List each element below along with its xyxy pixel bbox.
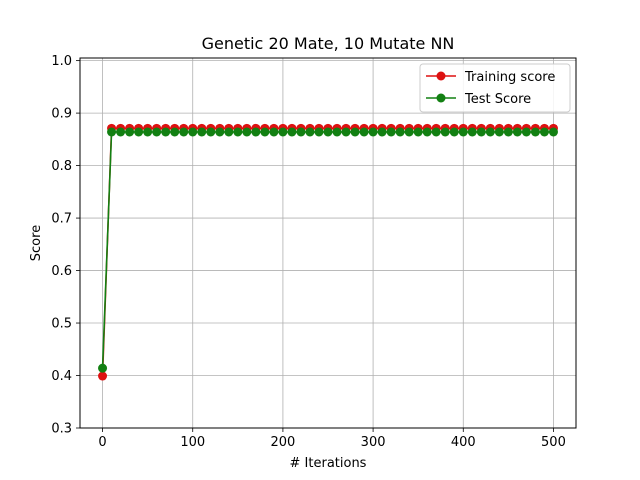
data-point-test xyxy=(395,127,405,137)
data-point-test xyxy=(458,127,468,137)
y-tick-label: 0.8 xyxy=(51,159,72,174)
series-test xyxy=(98,127,558,373)
legend: Training score Test Score xyxy=(419,63,571,113)
data-point-test xyxy=(332,127,342,137)
plot-frame xyxy=(79,57,577,429)
data-point-test xyxy=(521,127,531,137)
y-tick-label: 0.6 xyxy=(51,264,72,279)
grid xyxy=(80,58,576,429)
data-point-test xyxy=(188,127,198,137)
data-point-test xyxy=(440,127,450,137)
series-layer xyxy=(98,123,558,381)
data-point-test xyxy=(503,127,513,137)
data-point-test xyxy=(233,127,243,137)
data-point-test xyxy=(449,127,459,137)
data-point-test xyxy=(143,127,153,137)
data-point-test xyxy=(485,127,495,137)
data-point-test xyxy=(242,127,252,137)
data-point-test xyxy=(467,127,477,137)
data-point-test xyxy=(134,127,144,137)
data-point-training xyxy=(98,371,108,381)
data-point-test xyxy=(215,127,225,137)
data-point-test xyxy=(494,127,504,137)
data-point-test xyxy=(431,127,441,137)
y-tick-label: 0.7 xyxy=(51,212,72,227)
data-point-test xyxy=(98,363,108,373)
data-point-test xyxy=(296,127,306,137)
x-tick-label: 500 xyxy=(541,435,566,450)
data-point-test xyxy=(260,127,270,137)
x-tick-label: 0 xyxy=(98,435,106,450)
ticks: 0 100 200 300 400 500 0.3 0.4 0.5 0.6 0.7 0.8 0.9 1.0 xyxy=(51,54,566,450)
data-point-test xyxy=(278,127,288,137)
data-point-test xyxy=(224,127,234,137)
data-point-test xyxy=(359,127,369,137)
y-tick-label: 0.4 xyxy=(51,369,72,384)
y-tick-label: 1.0 xyxy=(51,54,72,69)
data-point-test xyxy=(413,127,423,137)
data-point-test xyxy=(197,127,207,137)
data-point-test xyxy=(116,127,126,137)
data-point-test xyxy=(161,127,171,137)
data-point-test xyxy=(206,127,216,137)
data-point-test xyxy=(179,127,189,137)
chart-title: Genetic 20 Mate, 10 Mutate NN xyxy=(202,34,455,53)
data-point-test xyxy=(269,127,279,137)
data-point-test xyxy=(386,127,396,137)
y-tick-label: 0.3 xyxy=(51,422,72,437)
data-point-test xyxy=(323,127,333,137)
legend-marker-training xyxy=(436,71,446,81)
legend-marker-test xyxy=(436,93,446,103)
x-tick-label: 100 xyxy=(180,435,205,450)
data-point-test xyxy=(125,127,135,137)
data-point-test xyxy=(305,127,315,137)
data-point-test xyxy=(530,127,540,137)
data-point-test xyxy=(422,127,432,137)
data-point-test xyxy=(170,127,180,137)
data-point-test xyxy=(404,127,414,137)
data-point-test xyxy=(287,127,297,137)
x-tick-label: 400 xyxy=(451,435,476,450)
data-point-test xyxy=(251,127,261,137)
data-point-test xyxy=(548,127,558,137)
data-point-test xyxy=(314,127,324,137)
data-point-test xyxy=(539,127,549,137)
data-point-test xyxy=(107,127,117,137)
legend-label-test: Test Score xyxy=(464,92,531,107)
legend-label-training: Training score xyxy=(464,70,555,85)
data-point-test xyxy=(377,127,387,137)
y-tick-label: 0.5 xyxy=(51,317,72,332)
data-point-test xyxy=(368,127,378,137)
data-point-test xyxy=(512,127,522,137)
x-tick-label: 200 xyxy=(270,435,295,450)
x-axis-label: # Iterations xyxy=(290,456,367,471)
data-point-test xyxy=(341,127,351,137)
y-axis-label: Score xyxy=(29,225,44,261)
legend-box xyxy=(419,63,571,113)
data-point-test xyxy=(350,127,360,137)
y-tick-label: 0.9 xyxy=(51,107,72,122)
data-point-test xyxy=(476,127,486,137)
data-point-test xyxy=(152,127,162,137)
x-tick-label: 300 xyxy=(361,435,386,450)
